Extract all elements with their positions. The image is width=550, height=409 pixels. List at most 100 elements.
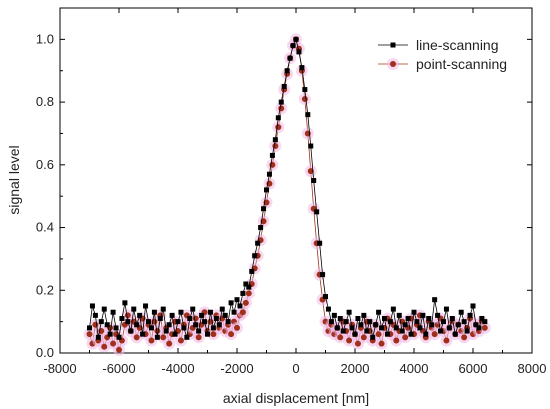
y-tick-label: 0.4	[36, 220, 54, 235]
data-point	[167, 322, 172, 327]
data-point	[264, 187, 269, 192]
data-point	[235, 297, 240, 302]
data-point	[432, 331, 438, 337]
data-point	[482, 325, 488, 331]
data-point	[190, 307, 195, 312]
data-point	[96, 335, 101, 340]
data-point	[229, 300, 234, 305]
data-point	[435, 313, 440, 318]
data-point	[370, 335, 375, 340]
data-point	[432, 297, 437, 302]
data-point	[152, 310, 157, 315]
data-point	[276, 115, 281, 120]
data-point	[291, 43, 296, 48]
x-tick-label: -6000	[102, 361, 135, 376]
data-point	[308, 144, 313, 149]
data-point	[187, 316, 192, 321]
y-tick-label: 1.0	[36, 31, 54, 46]
legend-marker	[390, 61, 396, 67]
data-point	[471, 303, 476, 308]
data-point	[332, 313, 337, 318]
data-point	[246, 290, 252, 296]
data-point	[116, 347, 122, 353]
data-point	[148, 337, 154, 343]
data-point	[108, 332, 113, 337]
data-point	[146, 319, 151, 324]
legend-marker	[391, 43, 396, 48]
data-point	[161, 307, 166, 312]
data-point	[285, 68, 290, 73]
data-point	[232, 310, 237, 315]
data-point	[125, 319, 130, 324]
data-point	[246, 285, 251, 290]
data-point	[426, 316, 431, 321]
data-point	[105, 322, 110, 327]
data-point	[461, 334, 467, 340]
data-point	[128, 329, 133, 334]
data-point	[465, 329, 470, 334]
data-point	[429, 322, 434, 327]
data-point	[299, 65, 304, 70]
data-point	[117, 335, 122, 340]
data-point	[87, 325, 92, 330]
data-point	[400, 329, 405, 334]
data-point	[420, 313, 425, 318]
data-point	[329, 319, 334, 324]
data-point	[382, 316, 387, 321]
data-point	[267, 172, 272, 177]
x-axis-title: axial displacement [nm]	[223, 390, 369, 406]
data-point	[347, 310, 352, 315]
data-point	[220, 307, 225, 312]
data-point	[379, 325, 384, 330]
data-point	[184, 335, 189, 340]
x-tick-label: 4000	[400, 361, 429, 376]
data-point	[450, 316, 455, 321]
data-point	[326, 307, 331, 312]
data-point	[111, 310, 116, 315]
data-point	[391, 307, 396, 312]
data-point	[335, 325, 340, 330]
data-point	[456, 322, 461, 327]
data-point	[178, 337, 184, 343]
data-point	[417, 325, 422, 330]
data-point	[459, 310, 464, 315]
data-point	[447, 325, 452, 330]
data-point	[270, 153, 275, 158]
data-point	[170, 313, 175, 318]
data-point	[476, 325, 481, 330]
data-point	[193, 322, 198, 327]
data-point	[394, 325, 399, 330]
data-point	[208, 310, 213, 315]
data-point	[205, 332, 210, 337]
data-point	[131, 307, 136, 312]
data-point	[240, 291, 245, 296]
data-point	[99, 319, 104, 324]
x-tick-label: -4000	[161, 361, 194, 376]
data-point	[249, 269, 254, 274]
data-point	[305, 112, 310, 117]
data-point	[273, 137, 278, 142]
data-point	[223, 313, 228, 318]
data-point	[323, 294, 328, 299]
data-point	[149, 325, 154, 330]
data-point	[176, 319, 181, 324]
data-point	[173, 332, 178, 337]
data-point	[199, 313, 204, 318]
data-point	[243, 300, 249, 306]
y-tick-label: 0.0	[36, 345, 54, 360]
data-point	[355, 316, 360, 321]
data-point	[288, 56, 293, 61]
x-tick-label: 2000	[341, 361, 370, 376]
data-point	[279, 100, 284, 105]
data-point	[385, 332, 390, 337]
data-point	[314, 209, 319, 214]
data-point	[261, 206, 266, 211]
data-point	[373, 322, 378, 327]
data-point	[443, 337, 449, 343]
data-point	[252, 253, 257, 258]
data-point	[353, 332, 358, 337]
data-point	[388, 319, 393, 324]
data-point	[344, 319, 349, 324]
data-point	[412, 310, 417, 315]
data-point	[402, 334, 408, 340]
